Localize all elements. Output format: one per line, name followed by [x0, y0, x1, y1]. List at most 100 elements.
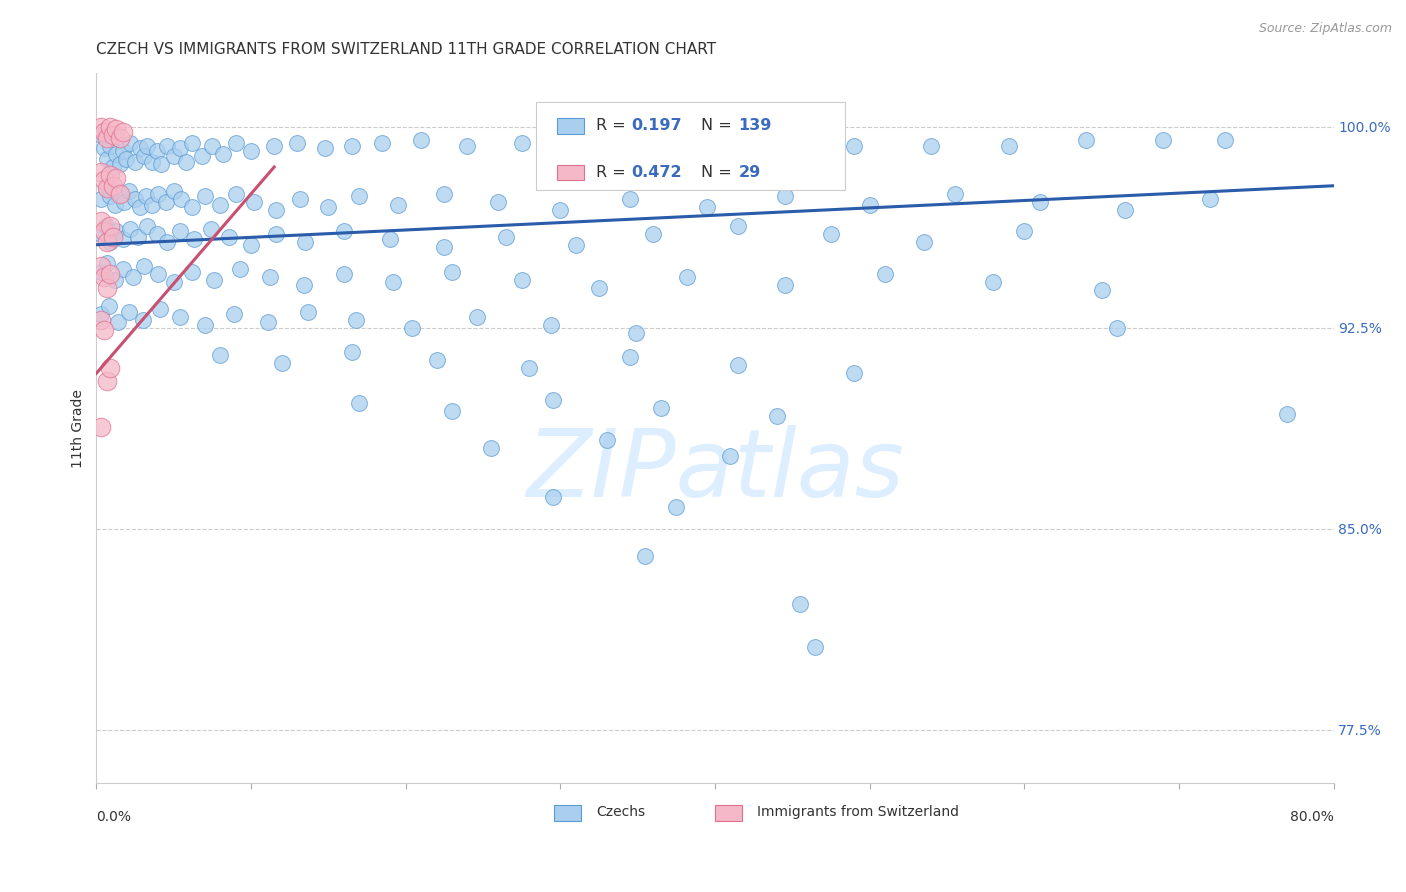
Point	[314, 141, 336, 155]
Point	[433, 186, 456, 201]
Point	[90, 264, 112, 278]
Point	[540, 318, 562, 332]
Point	[104, 197, 127, 211]
Point	[912, 235, 935, 249]
Point	[98, 219, 121, 233]
Point	[727, 219, 749, 233]
Point	[111, 232, 134, 246]
Text: N =: N =	[702, 165, 737, 180]
Point	[120, 136, 142, 150]
Point	[155, 194, 177, 209]
Point	[118, 304, 141, 318]
Point	[1028, 194, 1050, 209]
Point	[624, 326, 647, 340]
Point	[1152, 133, 1174, 147]
Point	[90, 213, 112, 227]
Point	[105, 146, 128, 161]
Point	[229, 261, 252, 276]
Point	[174, 154, 197, 169]
Point	[111, 261, 134, 276]
Point	[209, 348, 232, 362]
Point	[108, 186, 131, 201]
Point	[90, 259, 112, 273]
Text: ZIPatlas: ZIPatlas	[526, 425, 904, 516]
Point	[294, 235, 316, 249]
Point	[842, 138, 865, 153]
Point	[873, 267, 896, 281]
Point	[98, 138, 121, 153]
Point	[548, 202, 571, 217]
Point	[1198, 192, 1220, 206]
Point	[103, 128, 125, 142]
Point	[349, 189, 371, 203]
Point	[134, 149, 156, 163]
Point	[105, 122, 128, 136]
Point	[90, 307, 112, 321]
Point	[804, 640, 827, 654]
Point	[773, 189, 796, 203]
Point	[225, 186, 247, 201]
Point	[169, 310, 191, 324]
Point	[94, 219, 117, 233]
Point	[94, 181, 117, 195]
FancyBboxPatch shape	[536, 102, 845, 190]
Text: N =: N =	[702, 119, 737, 133]
Point	[479, 442, 502, 456]
Point	[727, 359, 749, 373]
Bar	[557, 118, 583, 134]
Point	[225, 136, 247, 150]
Point	[201, 138, 224, 153]
Point	[426, 353, 449, 368]
Point	[441, 264, 464, 278]
Point	[90, 312, 112, 326]
Point	[820, 227, 842, 241]
Point	[107, 315, 129, 329]
Text: 139: 139	[738, 119, 772, 133]
Point	[90, 420, 112, 434]
Point	[96, 181, 118, 195]
Point	[135, 189, 157, 203]
Point	[98, 235, 121, 249]
Point	[401, 320, 423, 334]
Point	[96, 375, 118, 389]
Point	[263, 138, 285, 153]
Point	[619, 351, 641, 365]
Point	[181, 136, 204, 150]
Point	[371, 136, 394, 150]
Point	[127, 229, 149, 244]
Point	[124, 154, 146, 169]
Point	[765, 409, 787, 424]
Point	[194, 189, 217, 203]
Point	[564, 237, 586, 252]
Point	[96, 235, 118, 249]
Point	[93, 323, 115, 337]
Point	[141, 197, 163, 211]
Point	[194, 318, 217, 332]
Point	[190, 149, 212, 163]
Point	[163, 275, 186, 289]
Text: 29: 29	[738, 165, 761, 180]
Point	[1074, 133, 1097, 147]
Point	[349, 396, 371, 410]
Point	[842, 367, 865, 381]
Point	[96, 152, 118, 166]
Text: R =: R =	[596, 119, 631, 133]
Text: 80.0%: 80.0%	[1289, 810, 1333, 824]
Bar	[554, 805, 581, 821]
Point	[676, 269, 699, 284]
Point	[149, 301, 172, 316]
Point	[105, 170, 128, 185]
Point	[136, 219, 159, 233]
Point	[181, 264, 204, 278]
Text: 0.197: 0.197	[631, 119, 682, 133]
Point	[163, 184, 186, 198]
Point	[997, 138, 1019, 153]
Point	[333, 267, 356, 281]
Point	[114, 152, 136, 166]
Point	[297, 304, 319, 318]
Point	[169, 141, 191, 155]
Text: 0.0%: 0.0%	[97, 810, 131, 824]
Point	[218, 229, 240, 244]
Point	[148, 186, 170, 201]
Text: Source: ZipAtlas.com: Source: ZipAtlas.com	[1258, 22, 1392, 36]
